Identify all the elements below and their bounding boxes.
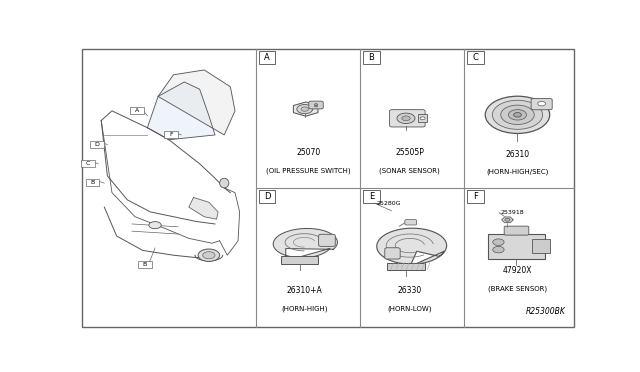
FancyBboxPatch shape xyxy=(387,263,426,270)
Polygon shape xyxy=(502,217,513,223)
Circle shape xyxy=(198,249,220,262)
Circle shape xyxy=(493,239,504,246)
Polygon shape xyxy=(189,198,218,219)
FancyBboxPatch shape xyxy=(385,248,400,259)
Text: 25280G: 25280G xyxy=(376,201,401,206)
FancyBboxPatch shape xyxy=(86,179,99,186)
Text: F: F xyxy=(473,192,478,201)
FancyBboxPatch shape xyxy=(281,256,318,264)
FancyBboxPatch shape xyxy=(138,261,152,268)
Circle shape xyxy=(203,252,215,259)
Circle shape xyxy=(500,105,534,125)
Text: B: B xyxy=(369,53,374,62)
FancyBboxPatch shape xyxy=(405,219,417,225)
Circle shape xyxy=(492,100,543,129)
Text: A: A xyxy=(135,108,139,113)
Text: 25070: 25070 xyxy=(296,148,320,157)
Text: C: C xyxy=(86,161,90,166)
Circle shape xyxy=(485,96,550,134)
Text: (HORN-HIGH/SEC): (HORN-HIGH/SEC) xyxy=(486,169,548,175)
Circle shape xyxy=(397,113,415,124)
Text: R25300BK: R25300BK xyxy=(526,307,566,316)
Circle shape xyxy=(301,107,308,111)
FancyBboxPatch shape xyxy=(83,49,573,327)
Ellipse shape xyxy=(220,178,229,188)
Text: 253918: 253918 xyxy=(500,210,524,215)
Text: 26330: 26330 xyxy=(397,286,422,295)
Text: E: E xyxy=(369,192,374,201)
FancyBboxPatch shape xyxy=(164,131,178,138)
FancyBboxPatch shape xyxy=(90,141,104,148)
FancyBboxPatch shape xyxy=(364,190,380,203)
Circle shape xyxy=(505,218,510,221)
Circle shape xyxy=(402,116,410,121)
Circle shape xyxy=(149,222,161,229)
Text: (SONAR SENSOR): (SONAR SENSOR) xyxy=(380,167,440,174)
Circle shape xyxy=(314,104,317,105)
Text: 26310+A: 26310+A xyxy=(286,286,322,295)
FancyBboxPatch shape xyxy=(532,239,550,253)
Text: F: F xyxy=(169,132,173,137)
FancyBboxPatch shape xyxy=(259,51,275,64)
FancyBboxPatch shape xyxy=(467,190,484,203)
Text: (BRAKE SENSOR): (BRAKE SENSOR) xyxy=(488,285,547,292)
Polygon shape xyxy=(158,70,235,135)
FancyBboxPatch shape xyxy=(259,190,275,203)
Circle shape xyxy=(297,105,313,114)
FancyBboxPatch shape xyxy=(81,160,95,167)
Text: C: C xyxy=(472,53,479,62)
Text: 26310: 26310 xyxy=(506,150,529,158)
Polygon shape xyxy=(273,228,337,258)
FancyBboxPatch shape xyxy=(504,226,529,235)
FancyBboxPatch shape xyxy=(419,114,427,122)
Circle shape xyxy=(493,246,504,253)
Text: D: D xyxy=(264,192,271,201)
Text: B: B xyxy=(143,262,147,267)
Polygon shape xyxy=(147,82,215,140)
FancyBboxPatch shape xyxy=(130,107,144,114)
Polygon shape xyxy=(293,102,318,116)
FancyBboxPatch shape xyxy=(488,234,545,259)
Circle shape xyxy=(508,110,527,120)
Text: B: B xyxy=(90,180,95,185)
Circle shape xyxy=(314,105,317,107)
Text: 47920X: 47920X xyxy=(503,266,532,275)
Circle shape xyxy=(514,113,522,117)
Circle shape xyxy=(420,117,425,120)
FancyBboxPatch shape xyxy=(390,110,425,127)
Text: A: A xyxy=(264,53,270,62)
Polygon shape xyxy=(377,228,447,267)
Text: D: D xyxy=(95,142,99,147)
FancyBboxPatch shape xyxy=(364,51,380,64)
Text: (HORN-HIGH): (HORN-HIGH) xyxy=(281,305,328,312)
Text: 25505P: 25505P xyxy=(396,148,424,157)
FancyBboxPatch shape xyxy=(309,101,323,109)
Circle shape xyxy=(538,102,545,106)
FancyBboxPatch shape xyxy=(467,51,484,64)
Text: (OIL PRESSURE SWITCH): (OIL PRESSURE SWITCH) xyxy=(266,167,351,174)
FancyBboxPatch shape xyxy=(319,234,335,246)
FancyBboxPatch shape xyxy=(531,99,552,110)
Text: (HORN-LOW): (HORN-LOW) xyxy=(388,305,432,312)
